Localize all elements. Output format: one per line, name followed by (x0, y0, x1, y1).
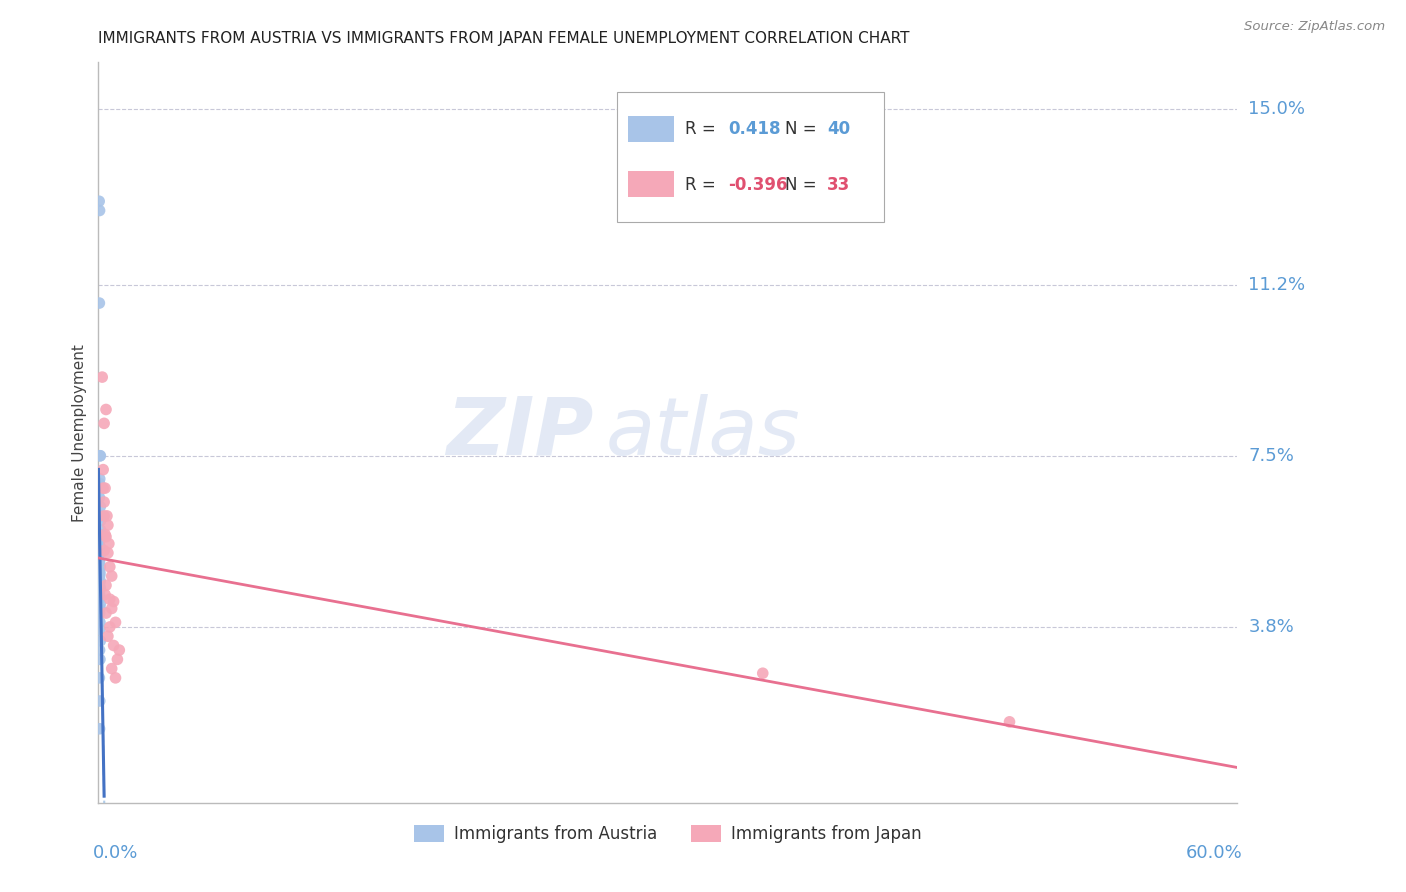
FancyBboxPatch shape (628, 171, 673, 197)
Point (89, 574, 111, 588)
Point (89, 553, 111, 567)
Point (89, 633, 111, 648)
Point (96, 508, 118, 523)
Point (998, 714, 1021, 729)
Point (89, 592, 111, 607)
Point (89, 449, 111, 463)
Point (94, 527, 117, 541)
Text: 3.8%: 3.8% (1249, 618, 1294, 636)
Point (94, 530, 117, 544)
Point (97, 518, 120, 533)
Point (89, 500, 111, 514)
Point (93, 417, 115, 431)
Point (97, 629, 120, 643)
Text: 7.5%: 7.5% (1249, 447, 1295, 465)
Text: 0.0%: 0.0% (93, 844, 138, 862)
Point (89, 565, 111, 579)
Point (89, 472, 111, 486)
Text: 15.0%: 15.0% (1249, 100, 1305, 118)
Point (89, 527, 111, 541)
Point (98, 620, 121, 634)
Text: R =: R = (685, 120, 716, 138)
Point (89, 597, 111, 611)
Point (94, 578, 117, 592)
Text: 40: 40 (827, 120, 851, 138)
Point (98, 559, 121, 574)
Point (90, 514, 112, 528)
Text: IMMIGRANTS FROM AUSTRIA VS IMMIGRANTS FROM JAPAN FEMALE UNEMPLOYMENT CORRELATION: IMMIGRANTS FROM AUSTRIA VS IMMIGRANTS FR… (98, 31, 910, 46)
Point (91, 481, 114, 495)
Point (752, 666, 775, 681)
Point (89, 588, 111, 602)
Point (89, 671, 111, 685)
Text: Source: ZipAtlas.com: Source: ZipAtlas.com (1244, 20, 1385, 33)
Point (97, 546, 120, 560)
Point (100, 662, 122, 676)
Point (103, 639, 125, 653)
Point (94, 481, 117, 495)
Text: atlas: atlas (605, 393, 800, 472)
Point (97, 536, 120, 550)
Point (89, 546, 111, 560)
Point (89, 476, 111, 491)
Point (104, 671, 127, 685)
FancyBboxPatch shape (617, 92, 884, 221)
Point (89, 491, 111, 505)
Point (89, 694, 111, 708)
Text: R =: R = (685, 176, 716, 194)
Point (100, 569, 122, 583)
Point (89, 539, 111, 553)
Point (89, 296, 111, 310)
Point (89, 622, 111, 636)
Point (108, 643, 131, 657)
Text: 0.418: 0.418 (728, 120, 780, 138)
Legend: Immigrants from Austria, Immigrants from Japan: Immigrants from Austria, Immigrants from… (408, 819, 928, 850)
Point (94, 402, 117, 417)
Point (91, 462, 114, 476)
Point (89, 601, 111, 615)
Point (93, 495, 115, 509)
Point (89, 194, 111, 209)
Point (89, 643, 111, 657)
Point (89, 569, 111, 583)
Point (89, 203, 111, 218)
Point (89, 449, 111, 463)
Y-axis label: Female Unemployment: Female Unemployment (72, 343, 87, 522)
Point (89, 576, 111, 591)
Point (89, 615, 111, 630)
Point (89, 566, 111, 581)
Text: 33: 33 (827, 176, 851, 194)
Point (89, 582, 111, 597)
Point (89, 590, 111, 604)
Point (89, 559, 111, 574)
Point (89, 508, 111, 523)
Point (93, 543, 115, 558)
Point (94, 606, 117, 620)
Text: 11.2%: 11.2% (1249, 276, 1306, 293)
FancyBboxPatch shape (628, 116, 673, 142)
Point (104, 615, 127, 630)
Text: N =: N = (785, 120, 817, 138)
Point (98, 592, 121, 607)
Text: N =: N = (785, 176, 817, 194)
Text: -0.396: -0.396 (728, 176, 787, 194)
Point (89, 523, 111, 537)
Point (103, 594, 125, 608)
Point (89, 581, 111, 595)
Point (100, 601, 122, 615)
Text: 60.0%: 60.0% (1187, 844, 1243, 862)
Text: ZIP: ZIP (447, 393, 593, 472)
Point (93, 508, 115, 523)
Point (107, 652, 129, 666)
Point (89, 722, 111, 736)
Point (91, 370, 114, 384)
Point (89, 652, 111, 666)
Point (94, 588, 117, 602)
Point (89, 534, 111, 549)
Point (89, 555, 111, 569)
Point (89, 606, 111, 620)
